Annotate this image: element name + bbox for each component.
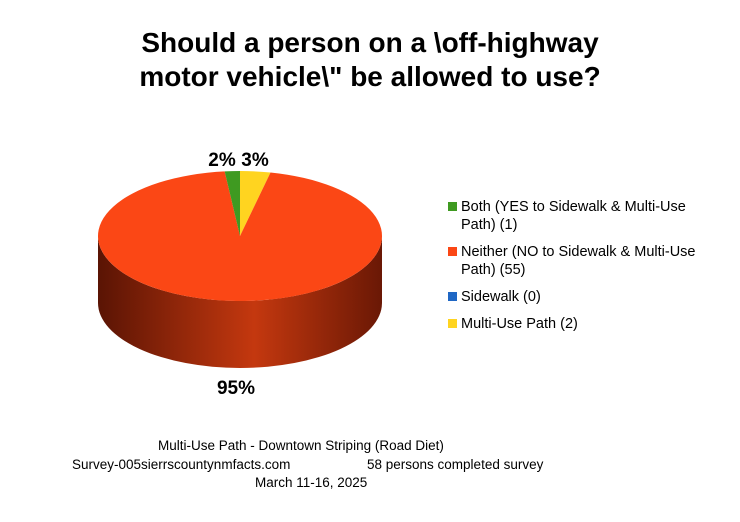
chart-title: Should a person on a \off-highway motor … — [0, 26, 740, 94]
legend-label-multi-use-path: Multi-Use Path (2) — [461, 316, 578, 332]
pie-percent-label-0: 2% — [208, 150, 236, 171]
footer-date: March 11-16, 2025 — [255, 475, 368, 490]
pie-percent-labels: 3% 95% 2% — [208, 150, 269, 399]
pie-slice-1 — [97, 171, 382, 301]
pie-percent-label-3: 3% — [241, 150, 269, 171]
chart-title-line-1: Should a person on a \off-highway — [141, 27, 599, 58]
pie-side-wall — [98, 236, 382, 368]
chart-title-line-2: motor vehicle\" be allowed to use? — [139, 61, 601, 92]
legend-swatch-multi-use-path — [448, 319, 457, 328]
footer-line-1: Multi-Use Path - Downtown Striping (Road… — [158, 438, 444, 453]
legend-swatch-both — [448, 202, 457, 211]
legend-item-both: Both (YES to Sidewalk & Multi-Use Path) … — [448, 198, 698, 234]
legend-item-sidewalk: Sidewalk (0) — [448, 288, 698, 306]
legend-swatch-sidewalk — [448, 292, 457, 301]
legend: Both (YES to Sidewalk & Multi-Use Path) … — [448, 198, 698, 342]
legend-swatch-neither — [448, 247, 457, 256]
legend-label-sidewalk: Sidewalk (0) — [461, 289, 541, 305]
footer-respondent-count: 58 persons completed survey — [367, 457, 544, 472]
legend-label-neither: Neither (NO to Sidewalk & Multi-Use Path… — [461, 244, 696, 278]
legend-label-both: Both (YES to Sidewalk & Multi-Use Path) … — [461, 199, 686, 233]
legend-item-multi-use-path: Multi-Use Path (2) — [448, 315, 698, 333]
legend-item-neither: Neither (NO to Sidewalk & Multi-Use Path… — [448, 243, 698, 279]
pie-slice-3 — [240, 171, 271, 236]
pie-slices — [97, 171, 382, 301]
footer-survey-source: Survey-005sierrscountynmfacts.com — [72, 457, 291, 472]
pie-percent-label-1: 95% — [217, 378, 255, 399]
pie-slice-0 — [224, 171, 240, 236]
